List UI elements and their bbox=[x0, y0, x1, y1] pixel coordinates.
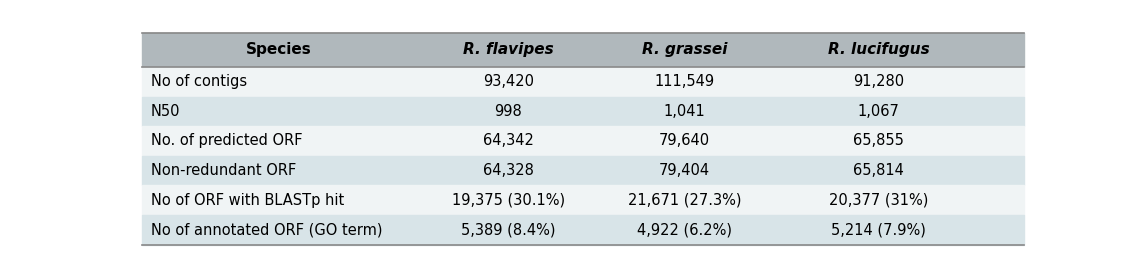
Text: Non-redundant ORF: Non-redundant ORF bbox=[151, 163, 296, 178]
Text: No of ORF with BLASTp hit: No of ORF with BLASTp hit bbox=[151, 193, 345, 208]
Text: Species: Species bbox=[246, 42, 312, 57]
Bar bbox=[142, 215, 1024, 245]
Text: 79,404: 79,404 bbox=[659, 163, 710, 178]
Text: 1,067: 1,067 bbox=[858, 104, 900, 119]
Text: 64,342: 64,342 bbox=[483, 133, 534, 148]
Text: 64,328: 64,328 bbox=[483, 163, 534, 178]
Text: 998: 998 bbox=[494, 104, 522, 119]
Text: 93,420: 93,420 bbox=[483, 74, 534, 89]
Text: 65,855: 65,855 bbox=[854, 133, 904, 148]
Text: No of contigs: No of contigs bbox=[151, 74, 247, 89]
Text: R. flavipes: R. flavipes bbox=[463, 42, 553, 57]
Bar bbox=[142, 67, 1024, 97]
Bar bbox=[142, 33, 1024, 67]
Text: 20,377 (31%): 20,377 (31%) bbox=[828, 193, 929, 208]
Text: No of annotated ORF (GO term): No of annotated ORF (GO term) bbox=[151, 222, 382, 237]
Text: 5,389 (8.4%): 5,389 (8.4%) bbox=[461, 222, 555, 237]
Text: 65,814: 65,814 bbox=[854, 163, 904, 178]
Text: 1,041: 1,041 bbox=[663, 104, 706, 119]
Text: N50: N50 bbox=[151, 104, 181, 119]
Text: R. grassei: R. grassei bbox=[642, 42, 727, 57]
Bar bbox=[142, 126, 1024, 156]
Text: No. of predicted ORF: No. of predicted ORF bbox=[151, 133, 303, 148]
Text: 111,549: 111,549 bbox=[654, 74, 715, 89]
Text: 4,922 (6.2%): 4,922 (6.2%) bbox=[637, 222, 732, 237]
Text: R. lucifugus: R. lucifugus bbox=[827, 42, 930, 57]
Text: 79,640: 79,640 bbox=[659, 133, 710, 148]
Bar bbox=[142, 185, 1024, 215]
Text: 91,280: 91,280 bbox=[854, 74, 905, 89]
Text: 5,214 (7.9%): 5,214 (7.9%) bbox=[831, 222, 926, 237]
Bar bbox=[142, 156, 1024, 185]
Bar bbox=[142, 97, 1024, 126]
Text: 19,375 (30.1%): 19,375 (30.1%) bbox=[452, 193, 564, 208]
Text: 21,671 (27.3%): 21,671 (27.3%) bbox=[628, 193, 741, 208]
